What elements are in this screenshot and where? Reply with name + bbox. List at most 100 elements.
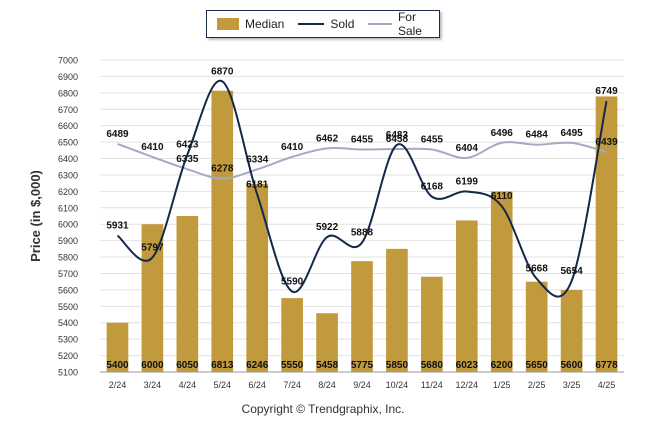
y-tick-label: 5300 bbox=[58, 335, 78, 345]
median-data-label: 6246 bbox=[246, 360, 269, 371]
y-tick-label: 6100 bbox=[58, 203, 78, 213]
y-tick-label: 6400 bbox=[58, 154, 78, 164]
y-tick-label: 5600 bbox=[58, 285, 78, 295]
for-sale-data-label: 6462 bbox=[316, 133, 339, 144]
sold-data-label: 6110 bbox=[491, 191, 513, 202]
x-tick-label: 10/24 bbox=[386, 380, 409, 390]
for-sale-line bbox=[117, 141, 607, 180]
legend-swatch-sold bbox=[298, 23, 325, 25]
legend-item-median: Median bbox=[217, 17, 284, 31]
for-sale-data-label: 6458 bbox=[386, 134, 409, 145]
for-sale-data-label: 6455 bbox=[351, 134, 374, 145]
sold-data-label: 5654 bbox=[560, 266, 583, 277]
legend-item-sold: Sold bbox=[298, 17, 354, 31]
y-tick-label: 5400 bbox=[58, 318, 78, 328]
sold-data-label: 6423 bbox=[176, 140, 199, 151]
chart-legend: Median Sold For Sale bbox=[206, 10, 440, 38]
y-tick-label: 5800 bbox=[58, 253, 78, 263]
y-tick-label: 6800 bbox=[58, 88, 78, 98]
median-bar bbox=[281, 298, 303, 372]
for-sale-data-label: 6495 bbox=[560, 128, 583, 139]
legend-swatch-for-sale bbox=[368, 23, 392, 25]
x-tick-label: 12/24 bbox=[456, 380, 479, 390]
sold-data-label: 5931 bbox=[106, 221, 129, 232]
y-tick-label: 5100 bbox=[58, 368, 78, 378]
y-tick-label: 5700 bbox=[58, 269, 78, 279]
legend-label-median: Median bbox=[245, 17, 285, 31]
median-bar bbox=[316, 313, 338, 372]
x-tick-label: 7/24 bbox=[283, 380, 301, 390]
median-bar bbox=[386, 248, 408, 372]
x-tick-label: 3/24 bbox=[144, 380, 162, 390]
x-tick-label: 5/24 bbox=[214, 380, 232, 390]
x-tick-label: 8/24 bbox=[318, 380, 336, 390]
y-tick-label: 5200 bbox=[58, 351, 78, 361]
for-sale-data-label: 6439 bbox=[595, 137, 618, 148]
median-bar bbox=[421, 276, 443, 372]
x-tick-label: 4/24 bbox=[179, 380, 197, 390]
x-tick-label: 1/25 bbox=[493, 380, 511, 390]
median-data-label: 5680 bbox=[421, 360, 444, 371]
legend-swatch-median bbox=[217, 18, 239, 30]
sold-data-label: 5797 bbox=[141, 243, 164, 254]
y-tick-label: 6500 bbox=[58, 138, 78, 148]
median-bar bbox=[490, 191, 513, 372]
median-data-label: 5550 bbox=[281, 360, 304, 371]
sold-line bbox=[116, 80, 608, 298]
sold-data-label: 5922 bbox=[316, 222, 339, 233]
median-bar bbox=[246, 183, 269, 372]
for-sale-data-label: 6404 bbox=[456, 143, 479, 154]
x-tick-label: 11/24 bbox=[421, 380, 443, 390]
x-tick-label: 3/25 bbox=[563, 380, 581, 390]
y-tick-label: 5500 bbox=[58, 302, 78, 312]
median-data-label: 5458 bbox=[316, 360, 339, 371]
median-data-label: 5850 bbox=[386, 360, 409, 371]
median-bar bbox=[455, 220, 478, 372]
for-sale-data-label: 6455 bbox=[421, 134, 444, 145]
for-sale-data-label: 6410 bbox=[141, 142, 164, 153]
median-bar bbox=[351, 261, 373, 372]
for-sale-data-label: 6335 bbox=[176, 154, 199, 165]
sold-data-label: 6870 bbox=[211, 66, 234, 77]
x-tick-label: 6/24 bbox=[248, 380, 266, 390]
for-sale-data-label: 6410 bbox=[281, 142, 304, 153]
sold-data-label: 6483 bbox=[386, 130, 409, 141]
median-bar bbox=[595, 96, 618, 372]
sold-data-label: 5888 bbox=[351, 228, 374, 239]
x-tick-label: 2/24 bbox=[109, 380, 127, 390]
median-bar bbox=[176, 216, 199, 372]
for-sale-data-label: 6278 bbox=[211, 164, 234, 175]
median-data-label: 6200 bbox=[491, 360, 514, 371]
sold-data-label: 6181 bbox=[246, 179, 269, 190]
median-data-label: 5775 bbox=[351, 360, 374, 371]
sold-data-label: 5590 bbox=[281, 277, 304, 288]
legend-label-for-sale: For Sale bbox=[397, 10, 422, 38]
sold-data-label: 5668 bbox=[526, 264, 549, 275]
median-bar bbox=[525, 281, 548, 372]
median-data-label: 5600 bbox=[560, 360, 583, 371]
median-bar bbox=[106, 322, 129, 372]
y-tick-label: 7000 bbox=[58, 56, 78, 66]
sold-data-label: 6199 bbox=[456, 177, 479, 188]
legend-item-for-sale: For Sale bbox=[368, 10, 439, 38]
median-data-label: 6050 bbox=[176, 360, 199, 371]
median-data-label: 6000 bbox=[141, 360, 164, 371]
sold-data-label: 6168 bbox=[421, 182, 444, 193]
sold-data-label: 6749 bbox=[595, 86, 618, 97]
y-tick-label: 6200 bbox=[58, 187, 78, 197]
y-tick-label: 6700 bbox=[58, 105, 78, 115]
y-tick-label: 6900 bbox=[58, 72, 78, 82]
y-tick-label: 5900 bbox=[58, 236, 78, 246]
for-sale-data-label: 6334 bbox=[246, 154, 269, 165]
y-tick-label: 6000 bbox=[58, 220, 78, 230]
x-tick-label: 4/25 bbox=[598, 380, 616, 390]
median-bar bbox=[560, 289, 583, 372]
median-data-label: 5650 bbox=[526, 360, 549, 371]
x-tick-label: 9/24 bbox=[353, 380, 371, 390]
for-sale-data-label: 6484 bbox=[526, 130, 549, 141]
for-sale-data-label: 6496 bbox=[491, 128, 514, 139]
copyright-text: Copyright © Trendgraphix, Inc. bbox=[241, 402, 405, 416]
for-sale-data-label: 6489 bbox=[106, 129, 129, 140]
y-axis-title: Price (in $,000) bbox=[28, 170, 43, 262]
